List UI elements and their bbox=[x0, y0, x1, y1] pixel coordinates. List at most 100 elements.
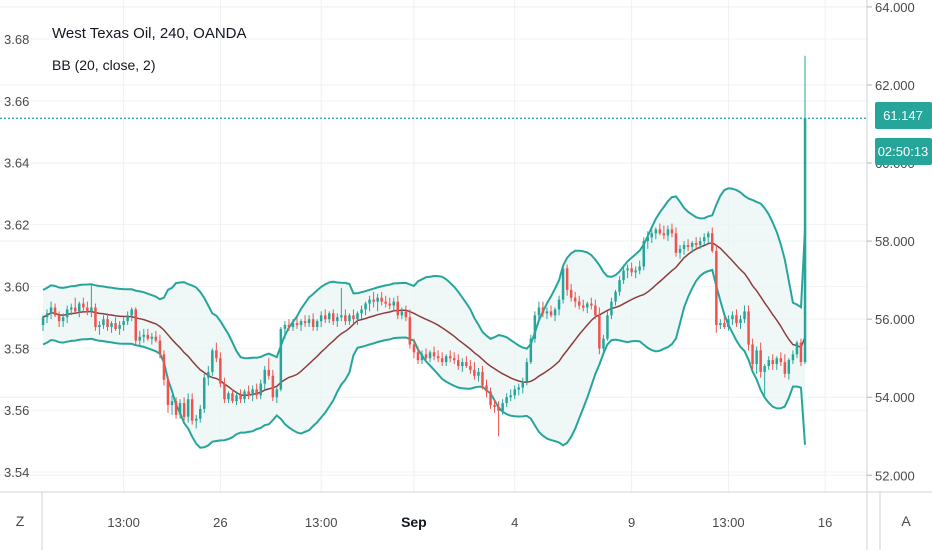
candle-body bbox=[420, 354, 424, 361]
candle-body bbox=[307, 319, 311, 324]
candle-up bbox=[803, 118, 807, 365]
candle-body bbox=[795, 342, 799, 355]
bollinger-upper-band bbox=[42, 187, 806, 360]
candle-down bbox=[686, 239, 690, 251]
candle-up bbox=[787, 358, 791, 380]
candle-body bbox=[98, 325, 101, 327]
candle-up bbox=[606, 311, 609, 341]
left-axis-ticks: 3.68 3.66 3.64 3.62 3.60 3.58 3.56 3.54 bbox=[4, 32, 29, 480]
candle-body bbox=[477, 371, 480, 376]
candle-body bbox=[432, 352, 436, 357]
candle-body bbox=[154, 336, 158, 341]
auto-scale-button[interactable]: A bbox=[901, 513, 911, 529]
candle-up bbox=[328, 311, 331, 324]
candle-body bbox=[650, 233, 653, 238]
countdown-tag-bg bbox=[875, 138, 932, 165]
candle-body bbox=[763, 366, 766, 372]
x-axis-tick-label: 13:00 bbox=[712, 515, 745, 530]
candle-body bbox=[392, 301, 395, 306]
candle-up bbox=[791, 350, 795, 365]
candle-body bbox=[606, 315, 609, 339]
candle-down bbox=[74, 297, 77, 314]
candle-down bbox=[287, 319, 291, 331]
candle-body bbox=[207, 371, 210, 378]
candle-body bbox=[743, 311, 746, 320]
candle-down bbox=[134, 307, 137, 345]
candle-body bbox=[557, 299, 561, 310]
candle-down bbox=[162, 350, 166, 386]
candle-down bbox=[594, 299, 597, 320]
candle-body bbox=[715, 250, 718, 326]
last-price-text: 61.147 bbox=[883, 108, 923, 123]
x-axis-tick-label: 13:00 bbox=[107, 515, 140, 530]
candle-up bbox=[505, 393, 508, 407]
bollinger-lower-band bbox=[42, 268, 806, 449]
candle-body bbox=[356, 313, 359, 320]
candle-body bbox=[178, 403, 182, 415]
candle-down bbox=[783, 354, 787, 378]
candle-body bbox=[703, 237, 706, 242]
candle-body bbox=[384, 301, 387, 304]
candle-down bbox=[694, 237, 698, 249]
candle-down bbox=[723, 317, 726, 329]
candle-up bbox=[703, 233, 706, 245]
candle-body bbox=[751, 344, 754, 364]
candle-up bbox=[477, 367, 480, 382]
candle-up bbox=[767, 356, 770, 370]
candle-body bbox=[74, 307, 77, 312]
candle-body bbox=[646, 237, 649, 242]
candle-up bbox=[642, 237, 645, 271]
candle-up bbox=[719, 319, 722, 329]
candle-up bbox=[634, 266, 637, 279]
candle-body bbox=[182, 403, 186, 417]
right-axis-tick-label: 54.000 bbox=[875, 390, 915, 405]
candle-up bbox=[340, 287, 343, 322]
candle-down bbox=[146, 328, 150, 341]
candle-body bbox=[45, 313, 49, 318]
candle-body bbox=[404, 311, 408, 318]
candle-up bbox=[775, 356, 778, 370]
candle-up bbox=[65, 305, 69, 324]
candle-body bbox=[203, 377, 206, 409]
candle-body bbox=[618, 280, 621, 292]
candle-up bbox=[707, 231, 710, 244]
candle-body bbox=[525, 362, 529, 382]
candle-body bbox=[565, 268, 569, 290]
candle-body bbox=[324, 315, 327, 320]
candle-body bbox=[614, 291, 617, 302]
candle-up bbox=[698, 237, 702, 249]
candle-down bbox=[549, 305, 553, 318]
candle-body bbox=[578, 301, 581, 306]
candle-down bbox=[485, 379, 488, 398]
candle-body bbox=[400, 311, 404, 316]
candle-body bbox=[711, 233, 714, 251]
candle-down bbox=[658, 223, 662, 236]
zoom-button[interactable]: Z bbox=[16, 513, 25, 529]
candle-up bbox=[130, 307, 133, 322]
candle-down bbox=[465, 356, 468, 368]
candle-down bbox=[582, 299, 585, 312]
candle-down bbox=[578, 295, 581, 310]
candle-body bbox=[283, 325, 287, 329]
candle-up bbox=[243, 389, 246, 404]
candle-body bbox=[678, 248, 682, 253]
candle-body bbox=[263, 369, 266, 384]
candle-down bbox=[715, 245, 718, 333]
candle-body bbox=[569, 289, 573, 298]
indicator-label[interactable]: BB (20, close, 2) bbox=[52, 57, 156, 73]
candle-down bbox=[215, 342, 218, 363]
candle-down bbox=[190, 393, 194, 425]
candle-body bbox=[513, 389, 516, 396]
candle-up bbox=[428, 350, 432, 363]
candle-up bbox=[529, 334, 533, 365]
countdown-tag: 02:50:13 bbox=[875, 138, 932, 165]
candle-up bbox=[279, 326, 283, 392]
candle-down bbox=[239, 389, 242, 404]
candle-body bbox=[457, 360, 460, 366]
candle-body bbox=[146, 334, 150, 339]
candle-up bbox=[509, 389, 512, 402]
candle-up bbox=[41, 315, 45, 331]
candle-up bbox=[235, 391, 238, 406]
candle-down bbox=[86, 301, 89, 316]
